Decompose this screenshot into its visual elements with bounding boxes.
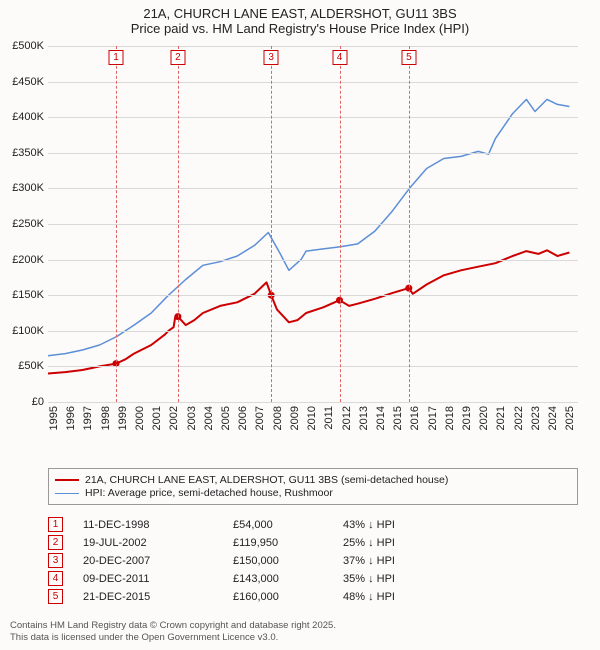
event-price: £143,000 [233, 573, 343, 585]
y-tick-label: £250K [0, 218, 44, 230]
y-tick-label: £0 [0, 396, 44, 408]
gridline [48, 224, 578, 225]
y-tick-label: £400K [0, 111, 44, 123]
event-vline [271, 46, 272, 402]
event-row: 5 21-DEC-2015£160,00048% ↓ HPI [48, 589, 578, 604]
y-tick-label: £350K [0, 147, 44, 159]
event-table: 1 11-DEC-1998£54,00043% ↓ HPI 2 19-JUL-2002… [48, 514, 578, 607]
event-date: 11-DEC-1998 [83, 519, 233, 531]
event-marker-box: 2 [170, 50, 185, 65]
legend-box: 21A, CHURCH LANE EAST, ALDERSHOT, GU11 3… [48, 468, 578, 505]
event-row-num: 4 [48, 571, 63, 586]
legend-label: 21A, CHURCH LANE EAST, ALDERSHOT, GU11 3… [85, 474, 448, 486]
plot-region: £0£50K£100K£150K£200K£250K£300K£350K£400… [48, 46, 578, 402]
legend-swatch [55, 479, 79, 481]
chart-title: 21A, CHURCH LANE EAST, ALDERSHOT, GU11 3… [0, 0, 600, 36]
gridline [48, 82, 578, 83]
event-diff: 48% ↓ HPI [343, 591, 578, 603]
y-tick-label: £50K [0, 360, 44, 372]
event-row: 2 19-JUL-2002£119,95025% ↓ HPI [48, 535, 578, 550]
event-row-num: 1 [48, 517, 63, 532]
event-vline [340, 46, 341, 402]
event-price: £150,000 [233, 555, 343, 567]
gridline [48, 153, 578, 154]
event-marker-box: 5 [401, 50, 416, 65]
footer-line-2: This data is licensed under the Open Gov… [10, 632, 336, 644]
legend-label: HPI: Average price, semi-detached house,… [85, 487, 333, 499]
gridline [48, 402, 578, 403]
chart-area: £0£50K£100K£150K£200K£250K£300K£350K£400… [48, 46, 578, 426]
event-row: 3 20-DEC-2007£150,00037% ↓ HPI [48, 553, 578, 568]
event-vline [409, 46, 410, 402]
gridline [48, 331, 578, 332]
event-date: 09-DEC-2011 [83, 573, 233, 585]
event-marker-box: 4 [332, 50, 347, 65]
gridline [48, 366, 578, 367]
event-diff: 37% ↓ HPI [343, 555, 578, 567]
gridline [48, 260, 578, 261]
event-row-num: 2 [48, 535, 63, 550]
event-price: £54,000 [233, 519, 343, 531]
footer-line-1: Contains HM Land Registry data © Crown c… [10, 620, 336, 632]
event-vline [178, 46, 179, 402]
event-row-num: 3 [48, 553, 63, 568]
event-date: 20-DEC-2007 [83, 555, 233, 567]
event-vline [116, 46, 117, 402]
y-tick-label: £150K [0, 289, 44, 301]
gridline [48, 188, 578, 189]
event-diff: 35% ↓ HPI [343, 573, 578, 585]
event-date: 19-JUL-2002 [83, 537, 233, 549]
event-price: £119,950 [233, 537, 343, 549]
event-marker-box: 1 [108, 50, 123, 65]
gridline [48, 295, 578, 296]
event-diff: 43% ↓ HPI [343, 519, 578, 531]
legend-row: HPI: Average price, semi-detached house,… [55, 487, 571, 499]
legend-swatch [55, 493, 79, 494]
event-price: £160,000 [233, 591, 343, 603]
series-line-hpi [48, 99, 569, 355]
gridline [48, 117, 578, 118]
y-tick-label: £300K [0, 182, 44, 194]
event-row: 4 09-DEC-2011£143,00035% ↓ HPI [48, 571, 578, 586]
y-tick-label: £450K [0, 76, 44, 88]
y-tick-label: £100K [0, 325, 44, 337]
title-line-1: 21A, CHURCH LANE EAST, ALDERSHOT, GU11 3… [0, 6, 600, 21]
footer-text: Contains HM Land Registry data © Crown c… [10, 620, 336, 644]
event-row: 1 11-DEC-1998£54,00043% ↓ HPI [48, 517, 578, 532]
y-tick-label: £200K [0, 254, 44, 266]
event-date: 21-DEC-2015 [83, 591, 233, 603]
series-line-property [48, 250, 569, 373]
title-line-2: Price paid vs. HM Land Registry's House … [0, 21, 600, 36]
legend-row: 21A, CHURCH LANE EAST, ALDERSHOT, GU11 3… [55, 474, 571, 486]
event-marker-box: 3 [264, 50, 279, 65]
event-diff: 25% ↓ HPI [343, 537, 578, 549]
gridline [48, 46, 578, 47]
y-tick-label: £500K [0, 40, 44, 52]
event-row-num: 5 [48, 589, 63, 604]
